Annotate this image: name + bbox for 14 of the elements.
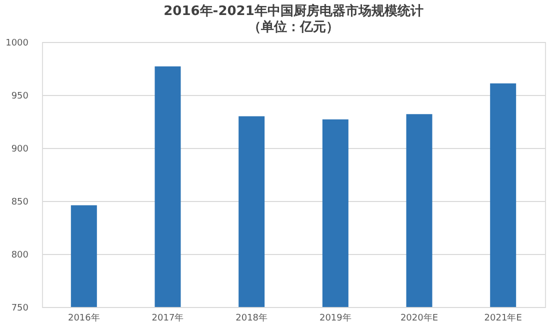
y-tick-label: 1000	[6, 38, 29, 48]
chart-title: 2016年-2021年中国厨房电器市场规模统计	[164, 3, 424, 19]
y-tick-label: 800	[11, 250, 29, 260]
x-tick-label: 2021年E	[484, 312, 522, 324]
y-tick-label: 750	[11, 304, 29, 314]
y-tick-label: 900	[11, 144, 29, 154]
x-tick-label: 2020年E	[400, 312, 438, 324]
x-tick-label: 2017年	[152, 312, 184, 324]
y-tick-label: 850	[11, 198, 29, 208]
x-tick-label: 2018年	[236, 312, 268, 324]
y-tick-label: 950	[11, 92, 29, 102]
x-tick-label: 2016年	[68, 312, 100, 324]
chart-subtitle: （单位：亿元）	[248, 19, 339, 35]
x-tick-label: 2019年	[319, 312, 352, 324]
